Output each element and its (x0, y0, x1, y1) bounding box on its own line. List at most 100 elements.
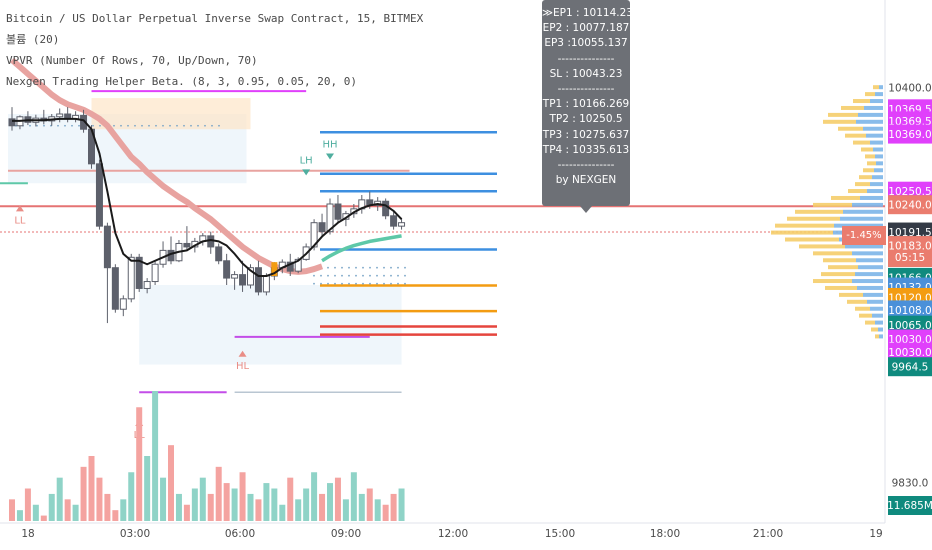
price-tag-label: 10183.0 (888, 241, 931, 253)
dot-marker (355, 282, 357, 285)
vpvr-bar (813, 202, 852, 207)
volume-bar (64, 499, 71, 521)
dot-marker (376, 266, 378, 269)
vpvr-bar (813, 279, 852, 284)
price-tag (888, 300, 932, 320)
dot-marker (148, 124, 150, 127)
dot-marker (36, 124, 38, 127)
pink-ma-line (10, 57, 324, 275)
volume-bar (175, 493, 182, 521)
legend-volume[interactable]: 볼륨 (20) (6, 33, 60, 46)
volume-bar (311, 472, 318, 521)
dot-marker (383, 282, 385, 285)
x-tick-label: 03:00 (120, 528, 150, 540)
volume-bar (319, 493, 326, 521)
dot-marker (218, 124, 220, 127)
vpvr-bar (879, 334, 883, 339)
vpvr-bar (848, 189, 867, 194)
dot-marker (211, 124, 213, 127)
vpvr-bar (847, 299, 867, 304)
vpvr-bar (870, 140, 883, 145)
volume-bar (152, 391, 159, 521)
volume-bar (9, 499, 15, 521)
vpvr-bar (853, 99, 870, 104)
dot-marker (92, 124, 94, 127)
price-tag (888, 124, 932, 144)
vpvr-bar (823, 119, 856, 124)
dot-marker (404, 282, 406, 285)
volume-bar (247, 493, 254, 521)
candle-body (215, 246, 223, 262)
candle-body (294, 258, 302, 272)
vpvr-bar (863, 292, 883, 297)
vpvr-bar (852, 202, 883, 207)
volume-bar (398, 488, 405, 521)
dot-marker (197, 124, 199, 127)
info-box-pointer (580, 206, 592, 213)
info-line: EP2 : 10077.187 (542, 22, 630, 35)
vpvr-bar (839, 292, 863, 297)
dot-marker (362, 282, 364, 285)
vpvr-bar (840, 216, 883, 221)
price-tag (888, 357, 932, 377)
dot-marker (369, 266, 371, 269)
vpvr-bar (857, 285, 883, 290)
volume-bar (374, 499, 381, 521)
legend-helper[interactable]: Nexgen Trading Helper Beta. (8, 3, 0.95,… (6, 75, 357, 88)
dot-marker (113, 124, 115, 127)
price-tag-label: 9964.5 (892, 362, 929, 374)
candle-body (318, 222, 326, 233)
swing-label: LH (300, 155, 313, 166)
volume-bar (88, 456, 95, 521)
volume-bar (168, 445, 174, 521)
legend-vpvr[interactable]: VPVR (Number Of Rows, 70, Up/Down, 70) (6, 54, 258, 67)
x-tick-label: 19 (869, 528, 882, 540)
dot-marker (29, 124, 31, 127)
swing-label: HL (236, 361, 250, 372)
vpvr-bar (866, 133, 883, 138)
dot-marker (320, 274, 322, 277)
volume-bar (136, 407, 143, 521)
volume-bar (56, 477, 63, 521)
dot-marker (57, 124, 59, 127)
candle-body (56, 113, 64, 118)
legend-title[interactable]: Bitcoin / US Dollar Perpetual Inverse Sw… (6, 12, 424, 25)
price-tag-label: 10240.0 (888, 200, 931, 212)
candle-body (119, 298, 127, 310)
volume-bar (112, 510, 119, 521)
dot-marker (162, 124, 164, 127)
dot-marker (383, 266, 385, 269)
dot-marker (404, 266, 406, 269)
volume-bar (303, 488, 310, 521)
volume-bar (144, 456, 151, 521)
swing-label: LL (14, 215, 26, 226)
candle-body (231, 274, 239, 279)
vpvr-bar (861, 147, 873, 152)
dot-marker (313, 274, 315, 277)
dot-marker (169, 124, 171, 127)
x-tick-label: 18 (21, 528, 34, 540)
vpvr-bar (875, 334, 879, 339)
vpvr-bar (872, 313, 883, 318)
volume-bar (382, 504, 389, 521)
black-ma-line (12, 117, 403, 277)
volume-bar (215, 466, 222, 521)
candle-body (239, 274, 247, 286)
swing-arrow (302, 169, 311, 176)
dot-marker (334, 282, 336, 285)
vpvr-bar (867, 299, 883, 304)
vpvr-bar (875, 320, 883, 325)
vpvr-bar (875, 92, 883, 97)
vpvr-bar (771, 230, 833, 235)
vpvr-bar (795, 209, 843, 214)
dot-marker (369, 274, 371, 277)
vpvr-bar (856, 258, 883, 263)
dot-marker (348, 282, 350, 285)
vpvr-bar (867, 161, 876, 166)
chart-legend: Bitcoin / US Dollar Perpetual Inverse Sw… (6, 8, 423, 92)
info-line: ≫EP1 : 10114.231 (542, 7, 640, 19)
vpvr-bar (879, 85, 883, 90)
volume-bar (24, 488, 31, 521)
vpvr-bar (821, 272, 855, 277)
